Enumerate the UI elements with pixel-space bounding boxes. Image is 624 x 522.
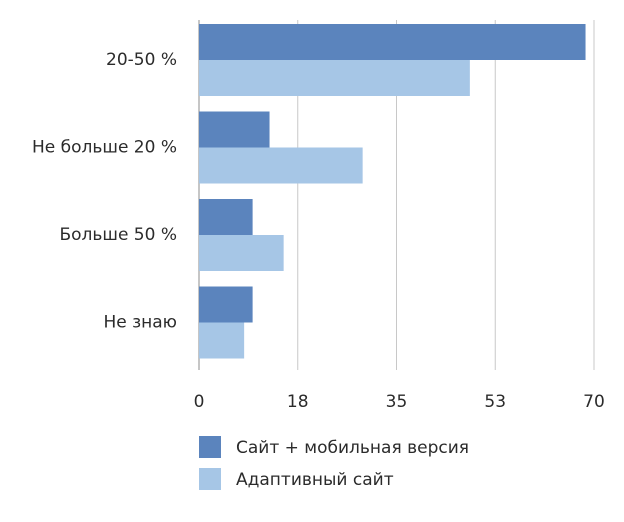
category-label: 20-50 %	[106, 50, 177, 70]
category-label: Не знаю	[103, 313, 177, 333]
x-tick-label: 0	[194, 392, 205, 412]
bars	[199, 24, 586, 359]
axes: 20-50 % Не больше 20 % Больше 50 % Не знаю 0…	[32, 50, 605, 412]
bar-site-mobile-1	[199, 111, 270, 148]
x-tick-label: 53	[484, 392, 506, 412]
bar-adaptive-3	[199, 322, 245, 359]
bar-adaptive-1	[199, 147, 363, 184]
x-tick-label: 35	[386, 392, 408, 412]
x-tick-label: 18	[287, 392, 309, 412]
bar-adaptive-2	[199, 235, 284, 271]
bar-site-mobile-2	[199, 199, 253, 235]
legend: Сайт + мобильная версия Адаптивный сайт	[199, 436, 469, 490]
category-label: Больше 50 %	[59, 225, 177, 245]
legend-label: Сайт + мобильная версия	[236, 438, 469, 458]
legend-swatch	[199, 436, 221, 458]
bar-site-mobile-0	[199, 24, 586, 60]
category-label: Не больше 20 %	[32, 138, 177, 158]
legend-label: Адаптивный сайт	[236, 470, 394, 490]
bar-adaptive-0	[199, 60, 470, 96]
legend-swatch	[199, 468, 221, 490]
bar-site-mobile-3	[199, 286, 253, 323]
x-tick-label: 70	[583, 392, 605, 412]
